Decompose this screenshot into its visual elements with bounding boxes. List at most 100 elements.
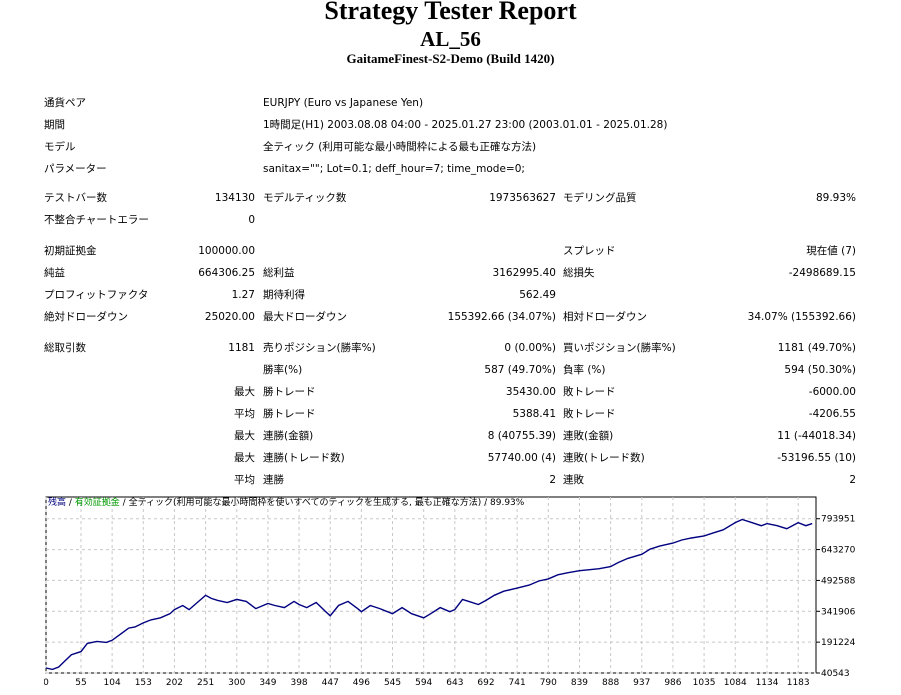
balance-chart-svg: 0 55 104 153 202 251 300 349 398 447 496 545 594 643 6… <box>43 496 856 688</box>
x-tick-label: 0 <box>44 678 49 688</box>
plot-frame <box>45 496 817 674</box>
stat-value-avg-loss: -4206.55 <box>808 408 856 420</box>
y-tick-label: 40543 <box>821 669 850 679</box>
stat-label-gross-loss: 総損失 <box>563 267 595 279</box>
stat-label-avg-consec-wins: 連勝 <box>263 474 284 486</box>
stat-value-ticks: 1973563627 <box>489 192 556 204</box>
stat-value-largest-win: 35430.00 <box>505 386 556 398</box>
y-tick-label: 643270 <box>821 546 856 556</box>
stat-label-loss-rate: 負率 (%) <box>563 364 606 376</box>
x-tick-label: 398 <box>290 678 307 688</box>
x-tick-label: 153 <box>135 678 152 688</box>
y-tick-label: 793951 <box>821 515 855 525</box>
stat-value-abs-drawdown: 25020.00 <box>204 311 255 323</box>
stat-value-loss-rate: 594 (50.30%) <box>784 364 856 376</box>
stat-label-consec-wins: 連勝(金額) <box>263 430 314 442</box>
expert-name: AL_56 <box>420 27 481 51</box>
x-tick-label: 202 <box>166 678 183 688</box>
setting-label-model: モデル <box>44 141 76 153</box>
chart-legend: 残高 / 有効証拠金 / 全ティック(利用可能な最小時間枠を使いすべてのティック… <box>48 497 524 509</box>
y-tick-label: 191224 <box>821 638 856 648</box>
setting-value-symbol: EURJPY (Euro vs Japanese Yen) <box>263 97 424 109</box>
stat-label-avg-loss: 敗トレード <box>563 408 616 420</box>
x-tick-label: 1084 <box>724 678 747 688</box>
x-tick-label: 643 <box>446 678 463 688</box>
stat-label-max-drawdown: 最大ドローダウン <box>263 311 347 323</box>
stat-value-max-drawdown: 155392.66 (34.07%) <box>447 311 556 323</box>
x-tick-label: 741 <box>509 678 526 688</box>
setting-value-parameters: sanitax=""; Lot=0.1; deff_hour=7; time_m… <box>263 163 525 175</box>
x-tick-label: 692 <box>477 678 494 688</box>
x-tick-label: 790 <box>540 678 557 688</box>
setting-label-period: 期間 <box>44 119 65 131</box>
stat-value-win-rate: 587 (49.70%) <box>484 364 556 376</box>
x-tick-label: 300 <box>228 678 245 688</box>
stat-prefix-avg-2: 平均 <box>234 474 255 486</box>
stat-value-deposit: 100000.00 <box>198 245 255 257</box>
stat-label-total-trades: 総取引数 <box>44 342 86 354</box>
stat-value-gross-loss: -2498689.15 <box>788 267 856 279</box>
x-tick-label: 937 <box>633 678 650 688</box>
stat-label-profit-factor: プロフィットファクタ <box>44 289 149 301</box>
stat-label-mismatch: 不整合チャートエラー <box>44 214 149 226</box>
stat-value-avg-consec-losses: 2 <box>849 474 856 486</box>
stat-label-long-positions: 買いポジション(勝率%) <box>563 342 676 354</box>
x-tick-label: 986 <box>664 678 681 688</box>
stat-value-net: 664306.25 <box>198 267 255 279</box>
legend-separator: / <box>66 498 75 508</box>
stat-label-ticks: モデルティック数 <box>263 192 347 204</box>
x-tick-label: 251 <box>197 678 214 688</box>
stat-prefix-avg-1: 平均 <box>234 408 255 420</box>
legend-separator: / <box>119 498 129 508</box>
stat-prefix-max-3: 最大 <box>234 452 255 464</box>
server-build: GaitameFinest-S2-Demo (Build 1420) <box>346 51 555 66</box>
x-tick-label: 1134 <box>756 678 779 688</box>
stat-label-largest-win: 勝トレード <box>263 386 316 398</box>
report-title: Strategy Tester Report <box>324 0 577 25</box>
stat-label-net: 純益 <box>44 267 65 279</box>
x-tick-label: 594 <box>415 678 432 688</box>
stat-value-avg-consec-wins: 2 <box>549 474 556 486</box>
stat-label-gross-profit: 総利益 <box>263 267 295 279</box>
stat-label-consec-profit: 連勝(トレード数) <box>263 452 345 464</box>
stat-value-expected: 562.49 <box>519 289 556 301</box>
stat-label-consec-loss: 連敗(トレード数) <box>563 452 645 464</box>
stat-prefix-max-2: 最大 <box>234 430 255 442</box>
stat-value-gross-profit: 3162995.40 <box>492 267 556 279</box>
balance-line <box>45 518 813 671</box>
legend-quality: / 89.93% <box>481 498 525 508</box>
stat-value-quality: 89.93% <box>815 192 856 204</box>
x-tick-label: 55 <box>75 678 86 688</box>
setting-value-period: 1時間足(H1) 2003.08.08 04:00 - 2025.01.27 2… <box>263 119 668 131</box>
stat-label-quality: モデリング品質 <box>563 192 637 204</box>
stat-label-consec-losses: 連敗(金額) <box>563 430 614 442</box>
legend-equity: 有効証拠金 <box>74 498 120 508</box>
setting-value-model: 全ティック (利用可能な最小時間枠による最も正確な方法) <box>263 141 537 153</box>
x-tick-label: 545 <box>384 678 401 688</box>
stat-value-consec-profit: 57740.00 (4) <box>487 452 556 464</box>
stat-value-consec-wins: 8 (40755.39) <box>487 430 556 442</box>
stat-value-consec-loss: -53196.55 (10) <box>777 452 856 464</box>
x-tick-label: 839 <box>571 678 588 688</box>
stat-prefix-max-1: 最大 <box>234 386 255 398</box>
stat-label-spread: スプレッド <box>563 245 616 257</box>
stat-value-avg-win: 5388.41 <box>512 408 556 420</box>
legend-model: 全ティック(利用可能な最小時間枠を使いすべてのティックを生成する, 最も正確な方… <box>128 498 482 508</box>
stat-value-total-trades: 1181 <box>228 342 255 354</box>
x-tick-label: 496 <box>353 678 370 688</box>
balance-chart: 0 55 104 153 202 251 300 349 398 447 496 545 594 643 6… <box>43 495 901 691</box>
legend-balance: 残高 <box>48 498 67 508</box>
stat-label-abs-drawdown: 絶対ドローダウン <box>44 311 128 323</box>
stat-value-spread: 現在値 (7) <box>806 245 856 257</box>
stat-value-rel-drawdown: 34.07% (155392.66) <box>747 311 856 323</box>
stat-value-short-positions: 0 (0.00%) <box>504 342 556 354</box>
stat-label-short-positions: 売りポジション(勝率%) <box>263 342 376 354</box>
stat-label-expected: 期待利得 <box>263 289 305 301</box>
stat-label-rel-drawdown: 相対ドローダウン <box>563 311 647 323</box>
stat-value-mismatch: 0 <box>248 214 255 226</box>
y-tick-label: 341906 <box>821 607 856 617</box>
stat-label-avg-win: 勝トレード <box>263 408 316 420</box>
stat-label-largest-loss: 敗トレード <box>563 386 616 398</box>
x-tick-label: 104 <box>104 678 121 688</box>
x-tick-label: 888 <box>602 678 619 688</box>
